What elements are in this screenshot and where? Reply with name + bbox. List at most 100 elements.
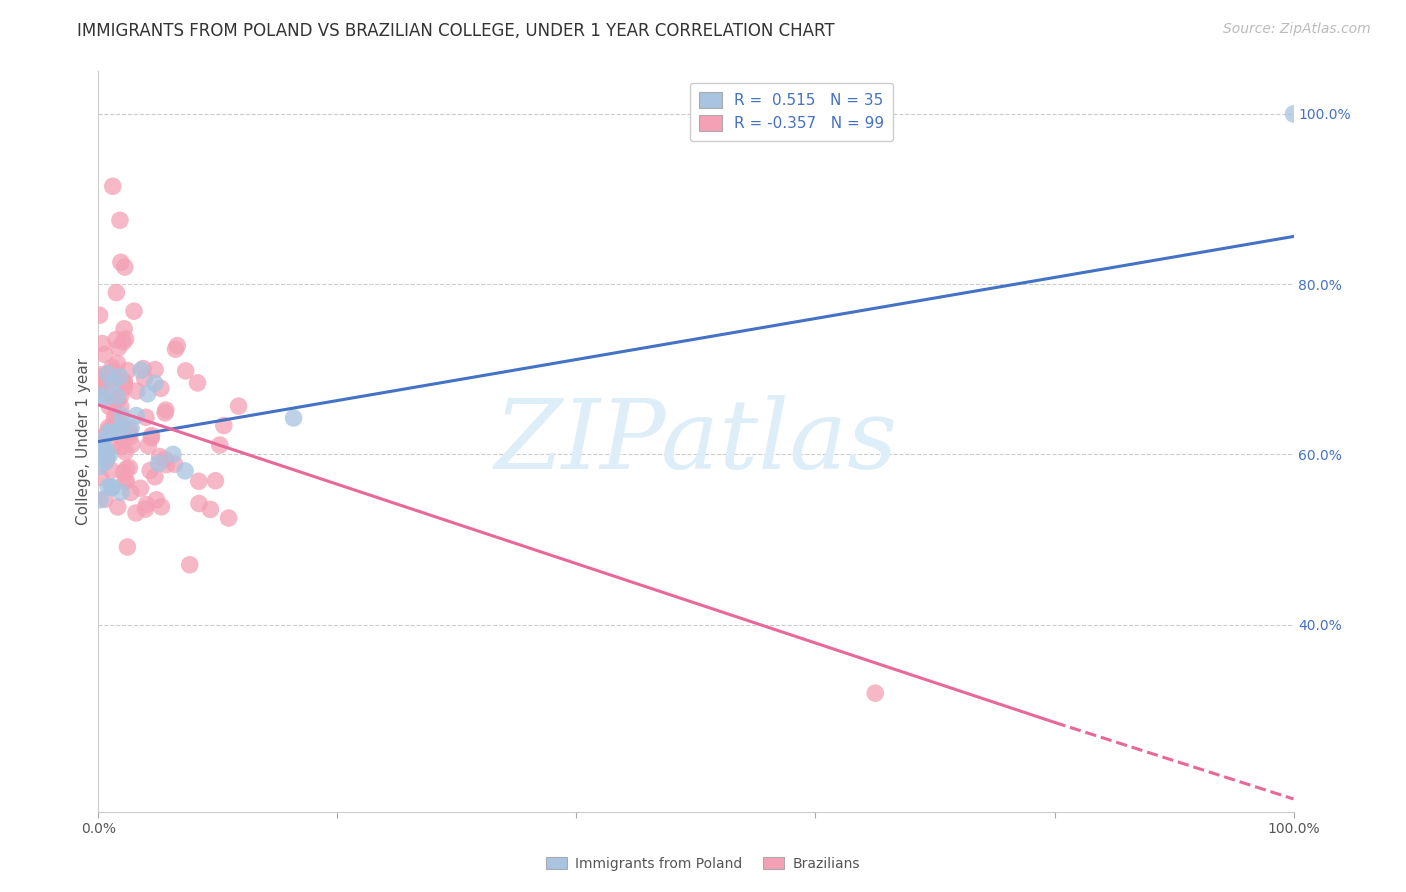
- Point: [93, 347, 115, 361]
- Point: [89, 459, 111, 474]
- Point: [135, 498, 157, 512]
- Point: [200, 502, 222, 516]
- Point: [91, 442, 114, 456]
- Point: [143, 470, 166, 484]
- Point: [89, 373, 111, 387]
- Point: [110, 409, 132, 423]
- Point: [162, 447, 184, 461]
- Point: [110, 419, 132, 434]
- Point: [101, 360, 124, 375]
- Point: [96, 449, 118, 463]
- Point: [98, 423, 121, 437]
- Point: [166, 338, 188, 352]
- Point: [141, 431, 163, 445]
- Point: [132, 361, 155, 376]
- Point: [112, 465, 135, 479]
- Legend: Immigrants from Poland, Brazilians: Immigrants from Poland, Brazilians: [540, 851, 866, 876]
- Point: [118, 430, 141, 444]
- Point: [120, 485, 142, 500]
- Point: [150, 500, 173, 514]
- Point: [174, 364, 197, 378]
- Text: Source: ZipAtlas.com: Source: ZipAtlas.com: [1223, 22, 1371, 37]
- Point: [1282, 107, 1305, 121]
- Point: [153, 452, 176, 467]
- Point: [107, 424, 129, 438]
- Point: [101, 179, 124, 194]
- Point: [107, 500, 129, 514]
- Text: ZIPatlas: ZIPatlas: [495, 394, 897, 489]
- Point: [98, 449, 121, 463]
- Point: [93, 369, 115, 384]
- Point: [98, 425, 121, 440]
- Point: [90, 368, 112, 382]
- Point: [98, 400, 121, 414]
- Point: [108, 213, 131, 227]
- Point: [149, 381, 172, 395]
- Point: [117, 540, 139, 554]
- Point: [93, 429, 115, 443]
- Point: [94, 427, 117, 442]
- Point: [110, 255, 132, 269]
- Point: [112, 334, 135, 349]
- Point: [101, 480, 124, 494]
- Point: [112, 322, 135, 336]
- Point: [141, 428, 163, 442]
- Point: [115, 461, 138, 475]
- Point: [114, 260, 136, 274]
- Point: [112, 375, 135, 389]
- Point: [208, 438, 231, 452]
- Point: [105, 416, 128, 430]
- Text: IMMIGRANTS FROM POLAND VS BRAZILIAN COLLEGE, UNDER 1 YEAR CORRELATION CHART: IMMIGRANTS FROM POLAND VS BRAZILIAN COLL…: [77, 22, 835, 40]
- Point: [122, 304, 145, 318]
- Point: [110, 400, 132, 414]
- Point: [118, 425, 141, 440]
- Point: [129, 481, 152, 495]
- Point: [89, 492, 111, 507]
- Point: [101, 376, 124, 391]
- Point: [110, 417, 132, 431]
- Point: [98, 425, 121, 440]
- Point: [110, 389, 132, 403]
- Point: [90, 440, 112, 454]
- Legend: R =  0.515   N = 35, R = -0.357   N = 99: R = 0.515 N = 35, R = -0.357 N = 99: [690, 83, 893, 141]
- Point: [97, 367, 120, 381]
- Point: [110, 485, 132, 500]
- Point: [149, 450, 172, 464]
- Point: [143, 376, 166, 391]
- Point: [89, 308, 111, 322]
- Point: [153, 406, 176, 420]
- Point: [96, 452, 118, 467]
- Point: [228, 399, 250, 413]
- Point: [139, 463, 162, 477]
- Point: [101, 364, 124, 378]
- Point: [283, 411, 305, 425]
- Point: [114, 445, 136, 459]
- Point: [114, 332, 136, 346]
- Point: [121, 437, 143, 451]
- Point: [89, 383, 111, 397]
- Point: [97, 374, 120, 388]
- Point: [105, 333, 128, 347]
- Point: [97, 420, 120, 434]
- Point: [94, 455, 117, 469]
- Point: [97, 480, 120, 494]
- Point: [107, 341, 129, 355]
- Point: [118, 423, 141, 437]
- Point: [134, 502, 156, 516]
- Point: [107, 356, 129, 370]
- Point: [112, 432, 135, 446]
- Point: [136, 386, 159, 401]
- Point: [101, 481, 124, 495]
- Point: [120, 421, 142, 435]
- Point: [117, 363, 139, 377]
- Point: [179, 558, 201, 572]
- Point: [187, 475, 209, 489]
- Point: [114, 380, 136, 394]
- Point: [93, 392, 115, 406]
- Point: [118, 460, 141, 475]
- Point: [218, 511, 240, 525]
- Point: [148, 457, 170, 471]
- Point: [103, 395, 125, 409]
- Point: [101, 389, 124, 403]
- Point: [108, 369, 131, 384]
